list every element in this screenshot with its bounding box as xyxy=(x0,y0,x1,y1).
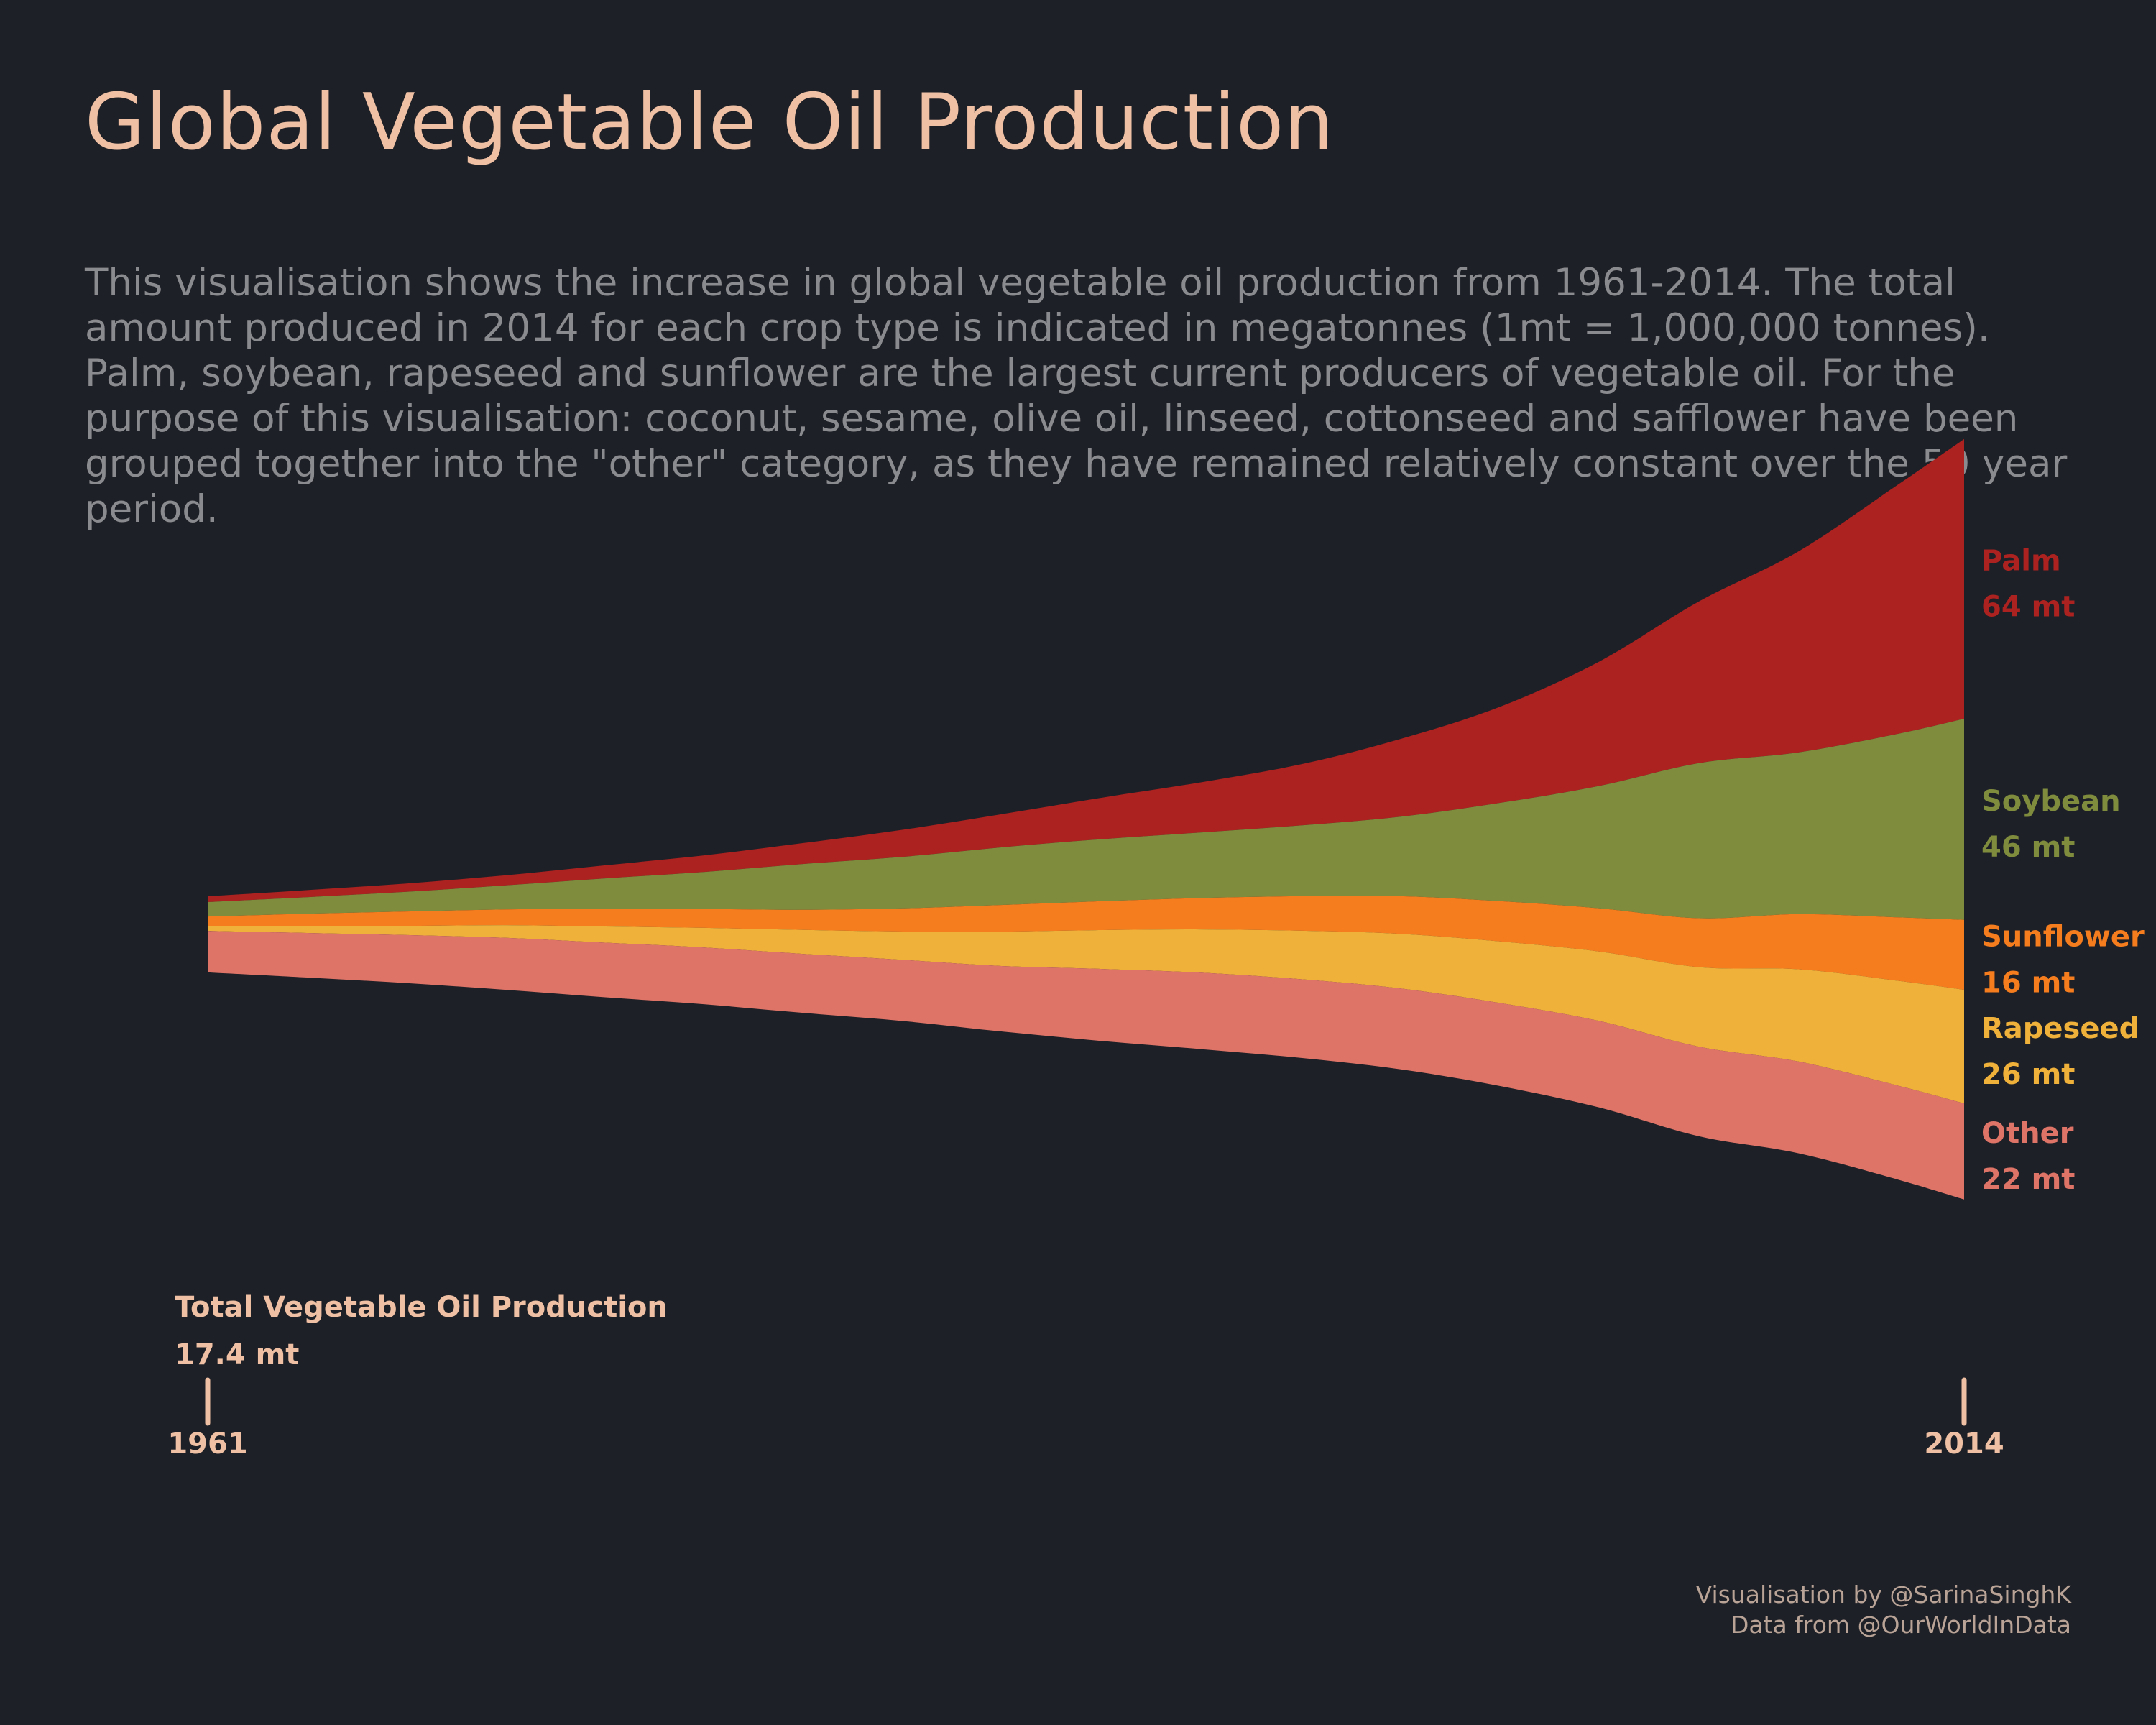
credit-author: Visualisation by @SarinaSinghK xyxy=(1695,1581,2071,1609)
area-soybean xyxy=(208,719,1964,920)
area-palm xyxy=(208,438,1964,902)
series-label-other: Other xyxy=(1981,1117,2074,1150)
series-labels: Palm 64 mt Soybean 46 mt Sunflower 16 mt Rapes… xyxy=(1981,545,2145,1197)
credits: Visualisation by @SarinaSinghK Data from… xyxy=(1696,1580,2071,1640)
page-title: Global Vegetable Oil Production xyxy=(85,78,1335,167)
series-value-palm: 64 mt xyxy=(1981,591,2075,624)
series-value-other: 22 mt xyxy=(1981,1163,2075,1196)
series-value-soybean: 46 mt xyxy=(1981,831,2075,864)
series-label-palm: Palm xyxy=(1981,545,2061,578)
credit-source: Data from @OurWorldInData xyxy=(1730,1611,2071,1639)
series-value-sunflower: 16 mt xyxy=(1981,966,2075,999)
series-label-rapeseed: Rapeseed xyxy=(1981,1012,2139,1045)
series-label-sunflower: Sunflower xyxy=(1981,920,2145,953)
area-sunflower xyxy=(208,896,1964,990)
total-production-value: 17.4 mt xyxy=(175,1338,299,1371)
area-rapeseed xyxy=(208,925,1964,1104)
series-label-soybean: Soybean xyxy=(1981,785,2121,818)
total-production-label: Total Vegetable Oil Production xyxy=(175,1291,668,1324)
x-tick-label-2014: 2014 xyxy=(1924,1427,2004,1460)
stream-areas xyxy=(208,438,1964,1200)
series-value-rapeseed: 26 mt xyxy=(1981,1058,2075,1091)
x-tick-label-1961: 1961 xyxy=(167,1427,247,1460)
area-other xyxy=(208,931,1964,1200)
page-subtitle: This visualisation shows the increase in… xyxy=(85,261,2068,531)
